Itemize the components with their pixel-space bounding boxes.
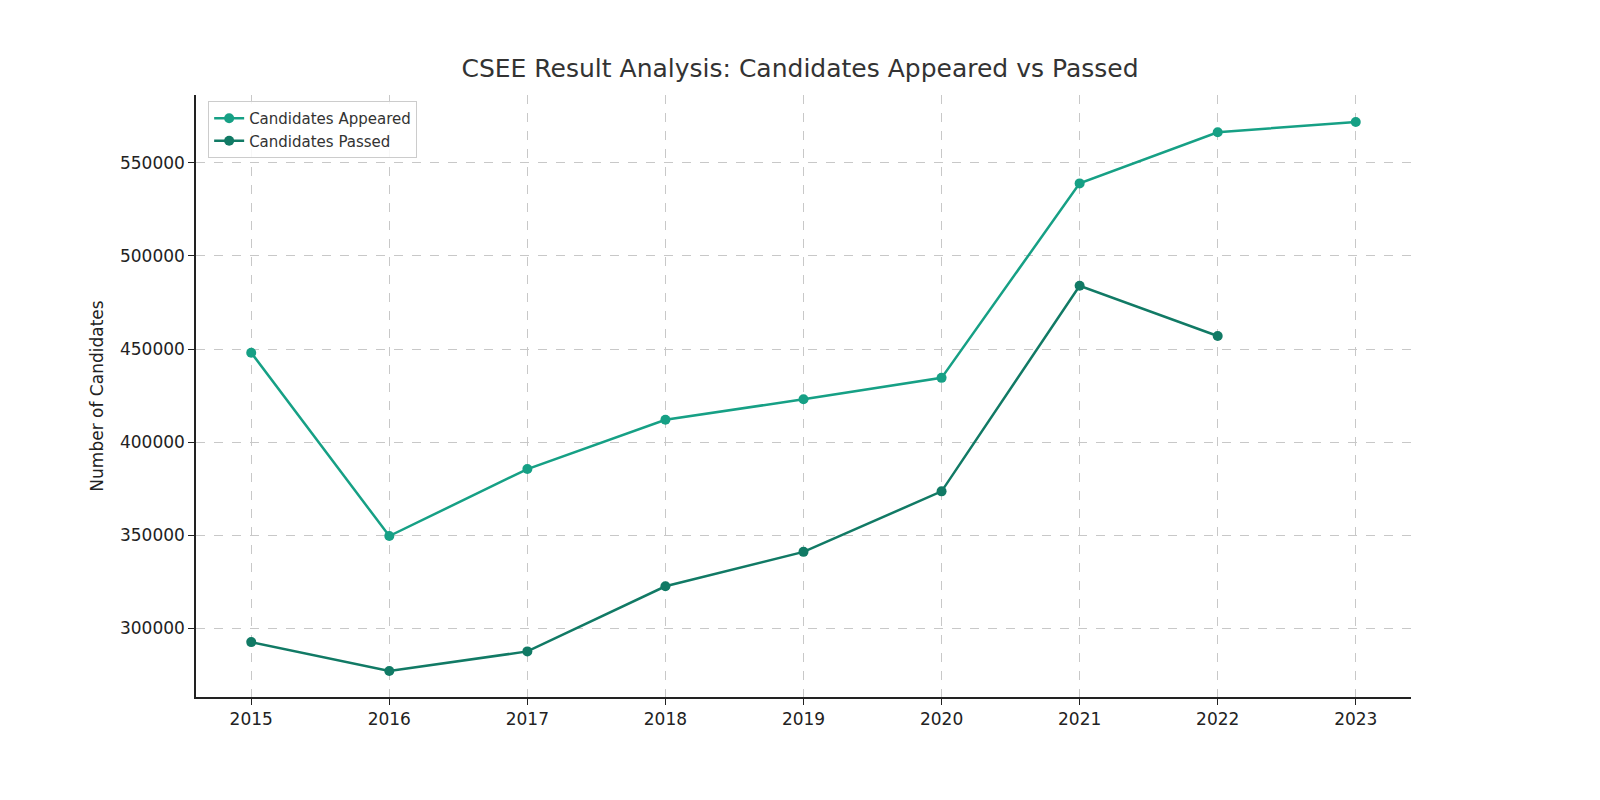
svg-text:300000: 300000 (120, 618, 185, 638)
svg-text:2019: 2019 (782, 709, 825, 729)
svg-text:2020: 2020 (920, 709, 963, 729)
svg-text:Candidates Passed: Candidates Passed (249, 133, 390, 151)
svg-text:CSEE Result Analysis: Candidat: CSEE Result Analysis: Candidates Appeare… (461, 54, 1138, 83)
svg-text:2016: 2016 (368, 709, 411, 729)
svg-text:Candidates Appeared: Candidates Appeared (249, 110, 411, 128)
svg-text:2017: 2017 (506, 709, 549, 729)
svg-text:400000: 400000 (120, 432, 185, 452)
svg-text:550000: 550000 (120, 153, 185, 173)
svg-text:Number of Candidates: Number of Candidates (87, 300, 107, 491)
svg-text:2015: 2015 (230, 709, 273, 729)
svg-text:2021: 2021 (1058, 709, 1101, 729)
svg-text:2022: 2022 (1196, 709, 1239, 729)
svg-text:450000: 450000 (120, 339, 185, 359)
svg-text:2023: 2023 (1334, 709, 1377, 729)
svg-text:2018: 2018 (644, 709, 687, 729)
svg-text:350000: 350000 (120, 525, 185, 545)
svg-text:500000: 500000 (120, 246, 185, 266)
